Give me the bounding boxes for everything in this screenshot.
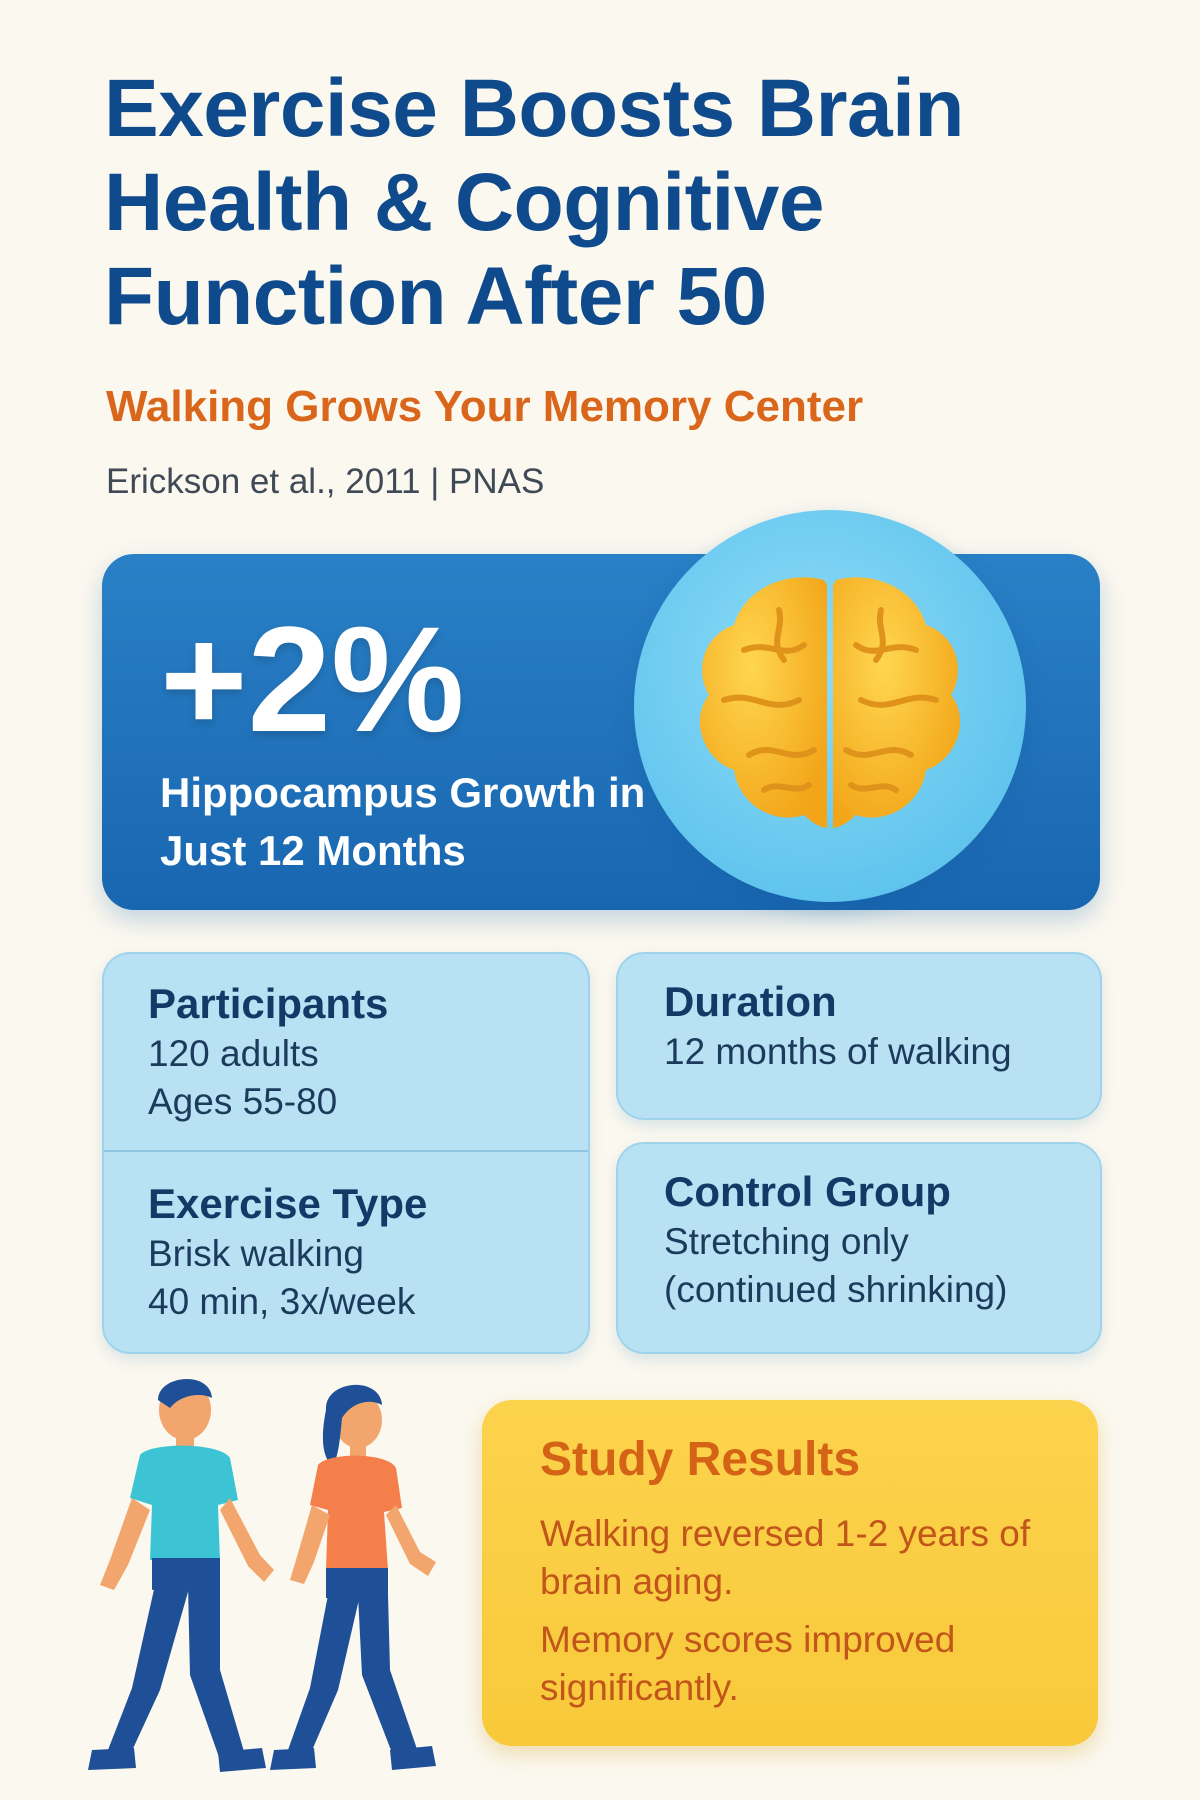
study-result-memory: Memory scores improved significantly. <box>540 1619 956 1708</box>
study-result-aging: Walking reversed 1-2 years of brain agin… <box>540 1513 1031 1602</box>
exercise-type-frequency: 40 min, 3x/week <box>148 1281 416 1322</box>
duration-value: 12 months of walking <box>664 1031 1012 1072</box>
duration-title: Duration <box>664 978 837 1025</box>
duration-section: Duration 12 months of walking <box>664 976 1012 1076</box>
exercise-type-section: Exercise Type Brisk walking 40 min, 3x/w… <box>148 1178 427 1326</box>
control-group-card: Control Group Stretching only (continued… <box>616 1142 1102 1354</box>
hero-stat-value: +2% <box>160 595 465 763</box>
control-group-activity: Stretching only <box>664 1221 909 1262</box>
control-group-title: Control Group <box>664 1168 951 1215</box>
participants-section: Participants 120 adults Ages 55-80 <box>148 978 388 1126</box>
control-group-outcome: (continued shrinking) <box>664 1269 1008 1310</box>
study-results-card: Study Results Walking reversed 1-2 years… <box>482 1400 1098 1746</box>
hero-stat-label: Hippocampus Growth in Just 12 Months <box>160 769 646 874</box>
participants-exercise-card: Participants 120 adults Ages 55-80 Exerc… <box>102 952 590 1354</box>
brain-badge <box>634 510 1026 902</box>
page-subtitle: Walking Grows Your Memory Center <box>106 382 864 431</box>
brain-icon <box>699 577 961 828</box>
walking-woman-figure <box>270 1384 436 1770</box>
walking-man-figure <box>88 1379 274 1772</box>
exercise-type-title: Exercise Type <box>148 1180 428 1227</box>
participants-count: 120 adults <box>148 1033 319 1074</box>
citation: Erickson et al., 2011 | PNAS <box>106 462 545 501</box>
duration-card: Duration 12 months of walking <box>616 952 1102 1120</box>
page-title: Exercise Boosts Brain Health & Cognitive… <box>104 63 965 342</box>
walking-couple-icon <box>88 1379 436 1772</box>
study-results-title: Study Results <box>540 1433 861 1486</box>
control-group-section: Control Group Stretching only (continued… <box>664 1166 1007 1314</box>
card-divider <box>104 1150 588 1152</box>
participants-title: Participants <box>148 980 389 1027</box>
participants-ages: Ages 55-80 <box>148 1081 338 1122</box>
exercise-type-activity: Brisk walking <box>148 1233 364 1274</box>
